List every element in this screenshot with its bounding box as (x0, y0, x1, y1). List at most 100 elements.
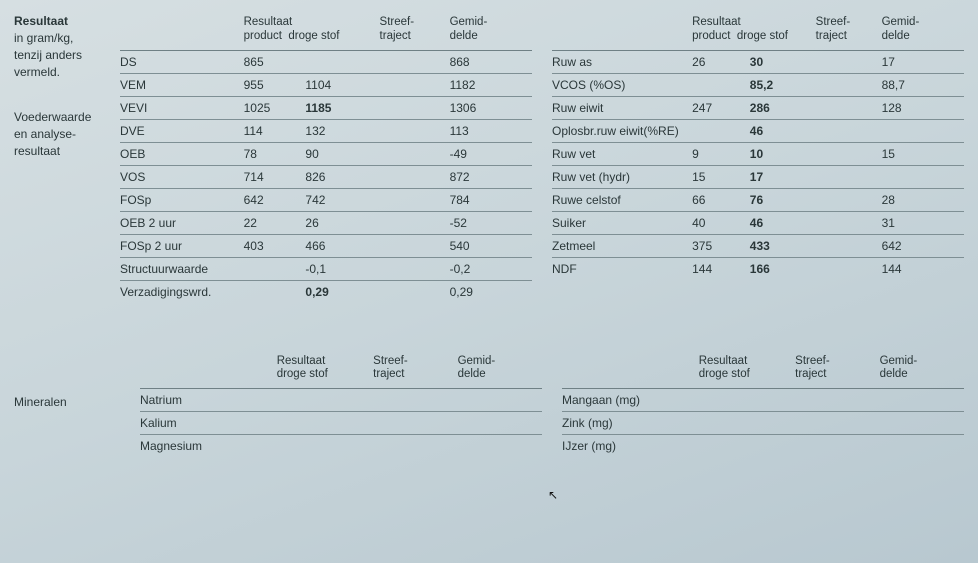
cell-streef (816, 142, 882, 165)
cell-ds: 433 (750, 234, 816, 257)
table-row: Magnesium (140, 435, 542, 458)
cell-param: FOSp (120, 188, 244, 211)
header-gemid2: delde (450, 30, 478, 42)
cell-empty (373, 435, 457, 458)
header-gemid1-r: Gemid- (882, 16, 920, 28)
cell-param: Magnesium (140, 435, 277, 458)
cell-ds: 76 (750, 188, 816, 211)
cell-param: DS (120, 50, 244, 73)
cell-empty (373, 412, 457, 435)
cell-gemid: 88,7 (882, 73, 964, 96)
cell-empty (795, 435, 879, 458)
cell-gemid: 784 (450, 188, 532, 211)
header-gemid1: Gemid- (450, 16, 488, 28)
min-header-result-r: Resultaat (699, 355, 748, 367)
cell-param: Ruw vet (552, 142, 692, 165)
cell-prod (692, 73, 750, 96)
cell-prod: 1025 (244, 96, 306, 119)
min-header-gemid1: Gemid- (458, 355, 496, 367)
cell-empty (277, 412, 373, 435)
cell-ds: 17 (750, 165, 816, 188)
cell-ds: 10 (750, 142, 816, 165)
cell-param: Natrium (140, 389, 277, 412)
header-ds-text-r: droge stof (737, 30, 788, 42)
cell-empty (699, 389, 795, 412)
cell-ds: 85,2 (750, 73, 816, 96)
cell-gemid: -0,2 (450, 257, 532, 280)
cell-gemid: 872 (450, 165, 532, 188)
cell-ds: 0,29 (305, 280, 379, 303)
cell-param: Structuurwaarde (120, 257, 244, 280)
table-row: Zetmeel375433642 (552, 234, 964, 257)
cell-param: Ruw vet (hydr) (552, 165, 692, 188)
side-label-column: Resultaat in gram/kg, tenzij anders verm… (14, 12, 120, 563)
cell-empty (277, 435, 373, 458)
cell-prod: 26 (692, 50, 750, 73)
cell-param: Zetmeel (552, 234, 692, 257)
table-row: Kalium (140, 412, 542, 435)
table-row: Verzadigingswrd.0,290,29 (120, 280, 532, 303)
cell-param: VOS (120, 165, 244, 188)
feed-label-3: resultaat (14, 144, 120, 159)
table-row: Oplosbr.ruw eiwit(%RE)46 (552, 119, 964, 142)
cell-ds: 90 (305, 142, 379, 165)
header-ds-text: droge stof (288, 30, 339, 42)
cell-ds: -0,1 (305, 257, 379, 280)
cell-param: Kalium (140, 412, 277, 435)
cell-param: Mangaan (mg) (562, 389, 699, 412)
cell-streef (816, 188, 882, 211)
table-row: Ruw as263017 (552, 50, 964, 73)
cell-param: DVE (120, 119, 244, 142)
minerals-table-left: Resultaat droge stof Streef- traject Gem… (140, 351, 542, 458)
cell-param: VEM (120, 73, 244, 96)
cell-ds: 26 (305, 211, 379, 234)
cell-param: NDF (552, 257, 692, 280)
minerals-tables: Mineralen Resultaat droge stof (14, 351, 964, 458)
col-header-gemid-r: Gemid- delde (882, 12, 964, 50)
cell-empty (699, 435, 795, 458)
cell-ds: 30 (750, 50, 816, 73)
cell-param: Oplosbr.ruw eiwit(%RE) (552, 119, 750, 142)
cell-gemid: 28 (882, 188, 964, 211)
cell-gemid: 642 (882, 234, 964, 257)
table-row: Ruw eiwit247286128 (552, 96, 964, 119)
min-col-empty (140, 351, 277, 389)
cell-gemid: -52 (450, 211, 532, 234)
cell-streef (380, 119, 450, 142)
col-header-result: Resultaat product droge stof (244, 12, 380, 50)
table-row: Ruw vet91015 (552, 142, 964, 165)
cell-ds: 466 (305, 234, 379, 257)
cell-streef (816, 119, 882, 142)
cell-empty (373, 389, 457, 412)
cell-prod: 9 (692, 142, 750, 165)
cell-prod: 955 (244, 73, 306, 96)
feed-label-2: en analyse- (14, 127, 120, 142)
col-header-empty-r (552, 12, 692, 50)
table-row: VCOS (%OS) 85,2 88,7 (552, 73, 964, 96)
cell-streef (380, 188, 450, 211)
table-row: Ruwe celstof667628 (552, 188, 964, 211)
cell-empty (458, 389, 542, 412)
min-header-gemid1-r: Gemid- (880, 355, 918, 367)
result-sub3: vermeld. (14, 65, 120, 80)
cell-streef (816, 234, 882, 257)
col-header-streef-r: Streef- traject (816, 12, 882, 50)
cell-param: IJzer (mg) (562, 435, 699, 458)
cell-prod: 247 (692, 96, 750, 119)
table-row: NDF144166144 (552, 257, 964, 280)
cell-prod: 144 (692, 257, 750, 280)
col-header-result-r: Resultaat product droge stof (692, 12, 816, 50)
cell-param: Ruw as (552, 50, 692, 73)
cell-param: FOSp 2 uur (120, 234, 244, 257)
table-row: VEVI102511851306 (120, 96, 532, 119)
cell-param: VCOS (%OS) (552, 73, 692, 96)
col-header-empty (120, 12, 244, 50)
min-header-ds-r: droge stof (699, 368, 750, 380)
cell-streef (380, 165, 450, 188)
minerals-side-label: Mineralen (14, 351, 120, 458)
cell-param: VEVI (120, 96, 244, 119)
cell-ds: 742 (305, 188, 379, 211)
cell-streef (816, 50, 882, 73)
cell-gemid: 0,29 (450, 280, 532, 303)
table-row: FOSp 2 uur403466540 (120, 234, 532, 257)
